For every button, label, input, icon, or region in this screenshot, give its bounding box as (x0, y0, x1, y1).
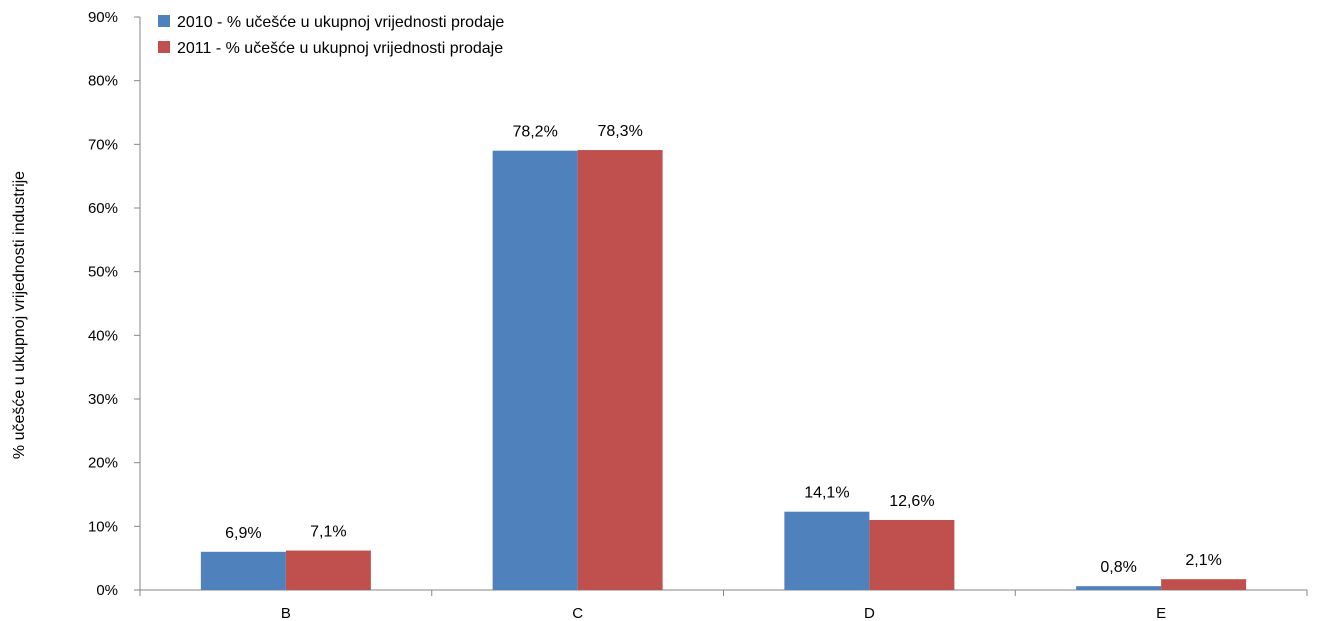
legend-swatch-series-2 (158, 41, 170, 53)
data-label-B-series-2: 7,1% (310, 524, 346, 541)
x-tick-label: B (281, 605, 291, 621)
x-tick-label: D (864, 605, 875, 621)
y-tick-label: 90% (88, 9, 118, 26)
bar-D-series-2 (869, 519, 955, 590)
legend-swatch-series-1 (158, 15, 170, 27)
bars (200, 150, 1247, 590)
axes (134, 16, 1308, 596)
y-tick-label: 80% (88, 73, 118, 90)
bar-B-series-2 (285, 550, 371, 590)
y-tick-labels: 0% 10% 20% 30% 40% 50% 60% 70% 80% 90% (88, 9, 118, 599)
y-tick-label: 30% (88, 391, 118, 408)
data-label-C-series-2: 78,3% (597, 123, 642, 140)
y-tick-label: 70% (88, 136, 118, 153)
y-axis-title: % učešće u ukupnoj vrijednosti industrij… (11, 171, 28, 459)
legend: 2010 - % učešće u ukupnoj vrijednosti pr… (158, 14, 504, 57)
bar-C-series-1 (492, 150, 578, 590)
data-label-B-series-1: 6,9% (225, 525, 261, 542)
bar-E-series-2 (1161, 579, 1247, 590)
y-tick-label: 60% (88, 200, 118, 217)
y-tick-label: 0% (96, 582, 118, 599)
legend-label-series-2: 2011 - % učešće u ukupnoj vrijednosti pr… (177, 40, 503, 57)
y-tick-label: 40% (88, 327, 118, 344)
y-axis-title-group: % učešće u ukupnoj vrijednosti industrij… (11, 171, 28, 459)
data-label-E-series-2: 2,1% (1185, 552, 1221, 569)
data-label-D-series-1: 14,1% (804, 485, 849, 502)
bar-E-series-1 (1076, 586, 1162, 590)
y-tick-label: 50% (88, 264, 118, 281)
y-tick-label: 10% (88, 518, 118, 535)
x-tick-label: C (572, 605, 583, 621)
data-label-C-series-1: 78,2% (512, 124, 557, 141)
data-label-E-series-1: 0,8% (1100, 559, 1136, 576)
category-labels: B C D E (281, 605, 1166, 621)
x-tick-label: E (1156, 605, 1166, 621)
data-labels: 6,9% 7,1% 78,2% 78,3% 14,1% 12,6% 0,8% 2,1% (225, 123, 1222, 576)
bar-D-series-1 (784, 511, 870, 590)
data-label-D-series-2: 12,6% (889, 493, 934, 510)
legend-label-series-1: 2010 - % učešće u ukupnoj vrijednosti pr… (177, 14, 504, 31)
bar-C-series-2 (577, 150, 663, 590)
y-tick-label: 20% (88, 455, 118, 472)
bar-B-series-1 (200, 551, 286, 590)
